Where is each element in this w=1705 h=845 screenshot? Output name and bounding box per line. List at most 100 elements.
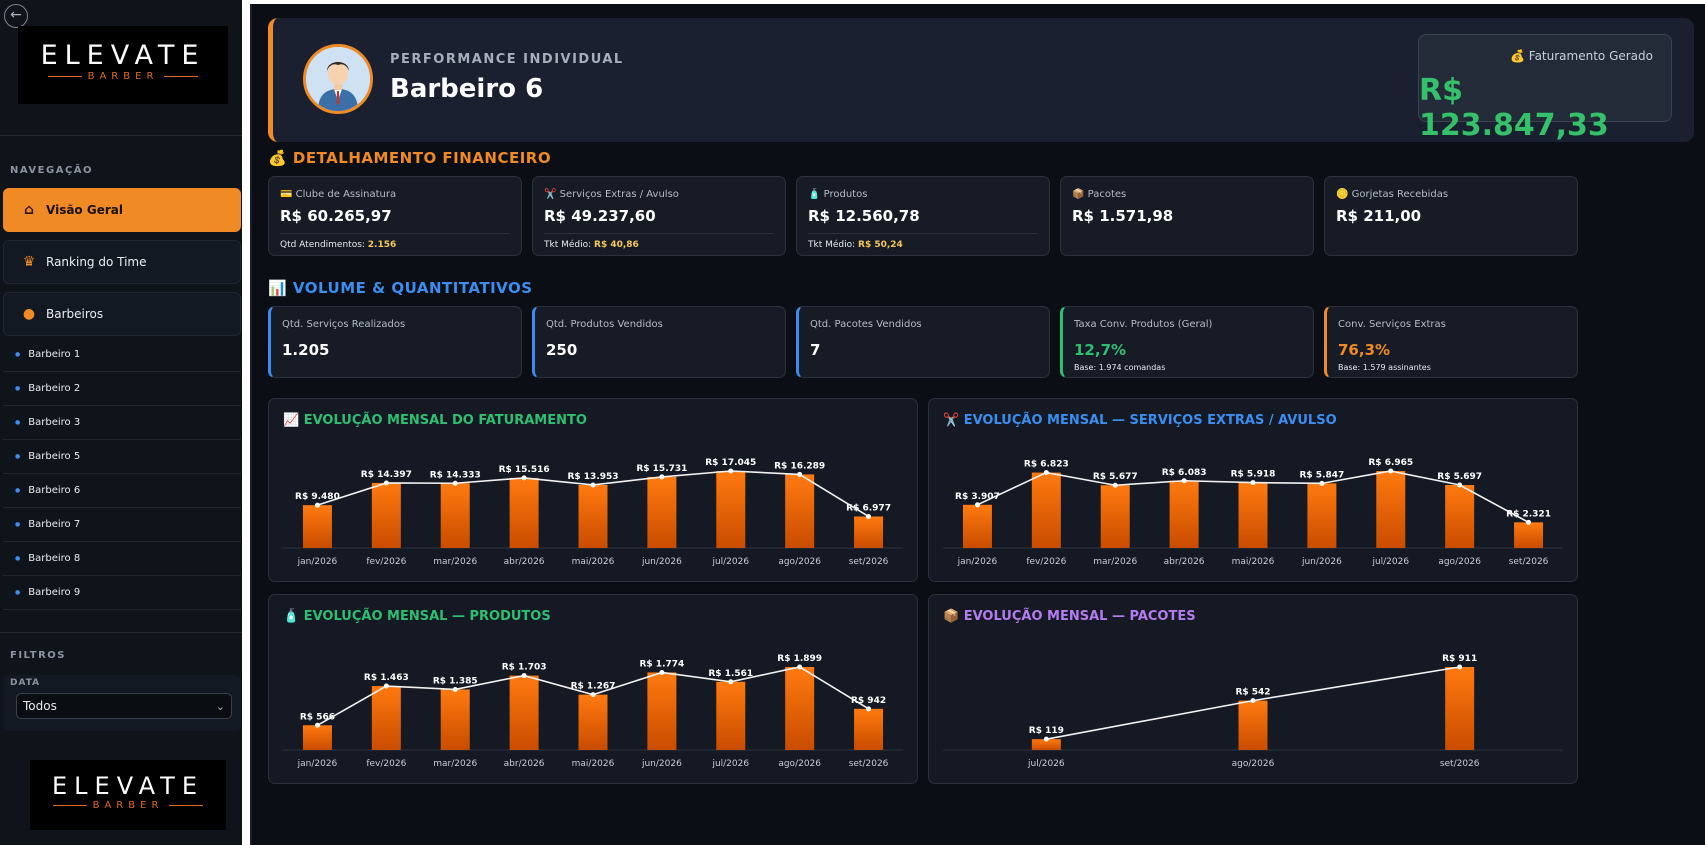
- data-label: R$ 5.918: [1231, 470, 1276, 480]
- point: [1457, 664, 1463, 670]
- bar: [1238, 482, 1268, 548]
- dot-icon: ●: [15, 589, 21, 596]
- barber-item[interactable]: ● Barbeiro 1: [3, 338, 241, 372]
- point: [383, 480, 389, 486]
- tick-label: mar/2026: [433, 557, 477, 567]
- data-label: R$ 119: [1029, 726, 1064, 736]
- bar: [1169, 480, 1199, 548]
- point: [590, 692, 596, 698]
- data-label: R$ 16.289: [774, 461, 825, 471]
- barber-item[interactable]: ● Barbeiro 8: [3, 542, 241, 576]
- bar: [371, 482, 401, 548]
- tick-label: jul/2026: [1027, 759, 1065, 769]
- tick-label: mar/2026: [1093, 557, 1137, 567]
- point: [314, 502, 320, 508]
- logo-subtext: BARBER: [87, 71, 159, 82]
- data-label: R$ 6.965: [1368, 458, 1413, 468]
- tick-label: set/2026: [849, 557, 889, 567]
- chart-faturamento: R$ 9.480 jan/2026 R$ 14.397 fev/2026 R$ 14.3…: [268, 398, 918, 582]
- dot-icon: ●: [15, 453, 21, 460]
- barber-item[interactable]: ● Barbeiro 7: [3, 508, 241, 542]
- point: [590, 482, 596, 488]
- vol-card-taxa-conv: Taxa Conv. Produtos (Geral) 12,7% Base: …: [1060, 306, 1314, 378]
- point: [659, 474, 665, 480]
- tick-label: mai/2026: [1232, 557, 1275, 567]
- point: [452, 480, 458, 486]
- chart-title: 📈 EVOLUÇÃO MENSAL DO FATURAMENTO: [283, 413, 587, 428]
- revenue-box: 💰 Faturamento Gerado R$ 123.847,33: [1418, 34, 1672, 143]
- point: [521, 673, 527, 679]
- bar: [854, 516, 884, 548]
- point: [1250, 480, 1256, 486]
- data-label: R$ 5.697: [1437, 472, 1482, 482]
- tick-label: ago/2026: [1232, 759, 1275, 769]
- vol-card-produtos: Qtd. Produtos Vendidos 250: [532, 306, 786, 378]
- tick-label: jul/2026: [711, 759, 749, 769]
- chart-svg: R$ 9.480 jan/2026 R$ 14.397 fev/2026 R$ 14.3…: [283, 458, 903, 567]
- tick-label: jul/2026: [1371, 557, 1409, 567]
- bar: [785, 474, 815, 548]
- tick-label: jun/2026: [641, 557, 682, 567]
- point: [797, 471, 803, 477]
- tick-label: mar/2026: [433, 759, 477, 769]
- fin-card-gorjetas: 🪙 Gorjetas Recebidas R$ 211,00: [1324, 176, 1578, 256]
- main-content: PERFORMANCE INDIVIDUAL Barbeiro 6 💰 Fatu…: [250, 4, 1705, 845]
- nav-ranking[interactable]: ♛ Ranking do Time: [3, 240, 241, 284]
- tick-label: ago/2026: [1438, 557, 1481, 567]
- dot-icon: ●: [15, 521, 21, 528]
- point: [797, 664, 803, 670]
- bar: [1514, 522, 1544, 548]
- header-card: PERFORMANCE INDIVIDUAL Barbeiro 6 💰 Fatu…: [268, 18, 1694, 143]
- tick-label: fev/2026: [366, 759, 406, 769]
- data-label: R$ 942: [851, 696, 886, 706]
- data-label: R$ 15.731: [636, 464, 687, 474]
- point: [1112, 482, 1118, 488]
- data-label: R$ 15.516: [499, 465, 550, 475]
- back-arrow-icon[interactable]: ←: [4, 4, 28, 28]
- barber-name: Barbeiro 6: [390, 74, 544, 104]
- point: [452, 686, 458, 692]
- revenue-value: R$ 123.847,33: [1419, 73, 1609, 143]
- barber-item[interactable]: ● Barbeiro 2: [3, 372, 241, 406]
- nav-barbeiros[interactable]: ● Barbeiros: [3, 292, 241, 336]
- point: [383, 683, 389, 689]
- point: [1250, 698, 1256, 704]
- bar: [647, 476, 677, 548]
- point: [659, 669, 665, 675]
- barber-item[interactable]: ● Barbeiro 6: [3, 474, 241, 508]
- tick-label: jan/2026: [297, 759, 338, 769]
- avatar: [303, 44, 373, 114]
- point: [1319, 480, 1325, 486]
- bar: [578, 484, 608, 548]
- chart-svg: R$ 3.907 jan/2026 R$ 6.823 fev/2026 R$ 5.677…: [943, 458, 1563, 567]
- divider: [0, 632, 242, 633]
- nav-visao-geral[interactable]: ⌂ Visão Geral: [3, 188, 241, 232]
- barber-item[interactable]: ● Barbeiro 3: [3, 406, 241, 440]
- tick-label: set/2026: [1509, 557, 1549, 567]
- barber-item[interactable]: ● Barbeiro 9: [3, 576, 241, 610]
- dot-icon: ●: [15, 419, 21, 426]
- tick-label: set/2026: [849, 759, 889, 769]
- filters-label: FILTROS: [10, 650, 66, 661]
- bar: [854, 708, 884, 750]
- data-label: R$ 6.823: [1024, 460, 1069, 470]
- tick-label: jan/2026: [297, 557, 338, 567]
- data-label: R$ 566: [300, 712, 335, 722]
- barber-item[interactable]: ● Barbeiro 5: [3, 440, 241, 474]
- logo-text: ELEVATE: [52, 772, 204, 800]
- point: [1457, 482, 1463, 488]
- nav-section-label: NAVEGAÇÃO: [10, 165, 94, 176]
- data-label: R$ 1.267: [571, 682, 616, 692]
- tick-label: mai/2026: [572, 759, 615, 769]
- tick-label: jun/2026: [641, 759, 682, 769]
- data-label: R$ 1.703: [502, 663, 547, 673]
- bar: [716, 681, 746, 750]
- fin-card-servicos: ✂️ Serviços Extras / Avulso R$ 49.237,60…: [532, 176, 786, 256]
- dot-icon: ●: [15, 351, 21, 358]
- nav-label: Visão Geral: [46, 203, 123, 217]
- date-select[interactable]: Todos ⌄: [16, 693, 232, 719]
- fin-card-pacotes: 📦 Pacotes R$ 1.571,98: [1060, 176, 1314, 256]
- bar: [962, 504, 992, 548]
- point: [1043, 470, 1049, 476]
- dot-icon: ●: [22, 306, 36, 322]
